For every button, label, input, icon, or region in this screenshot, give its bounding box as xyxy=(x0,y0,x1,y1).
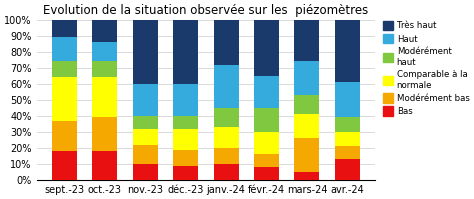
Bar xyxy=(335,159,360,180)
Bar xyxy=(335,20,360,82)
Bar xyxy=(133,116,158,129)
Bar xyxy=(133,20,158,84)
Bar xyxy=(133,164,158,180)
Bar xyxy=(335,146,360,159)
Bar xyxy=(214,164,238,180)
Bar xyxy=(254,167,279,180)
Bar xyxy=(214,148,238,164)
Bar xyxy=(294,95,319,114)
Bar xyxy=(133,145,158,164)
Bar xyxy=(335,117,360,132)
Bar xyxy=(254,132,279,154)
Bar xyxy=(214,127,238,148)
Bar xyxy=(173,20,198,84)
Bar xyxy=(52,20,77,37)
Bar xyxy=(52,37,77,61)
Bar xyxy=(173,84,198,116)
Bar xyxy=(52,151,77,180)
Bar xyxy=(335,132,360,146)
Bar xyxy=(214,108,238,127)
Bar xyxy=(335,82,360,117)
Bar xyxy=(254,20,279,76)
Bar xyxy=(92,20,118,42)
Bar xyxy=(92,77,118,117)
Bar xyxy=(92,151,118,180)
Bar xyxy=(294,172,319,180)
Bar xyxy=(92,61,118,77)
Bar xyxy=(52,121,77,151)
Legend: Très haut, Haut, Modérément
haut, Comparable à la
normale, Modérément bas, Bas: Très haut, Haut, Modérément haut, Compar… xyxy=(383,21,470,116)
Title: Evolution de la situation observée sur les  piézomètres: Evolution de la situation observée sur l… xyxy=(43,4,368,17)
Bar xyxy=(294,61,319,95)
Bar xyxy=(294,114,319,138)
Bar xyxy=(294,138,319,172)
Bar xyxy=(254,154,279,167)
Bar xyxy=(173,149,198,166)
Bar xyxy=(52,61,77,77)
Bar xyxy=(133,84,158,116)
Bar xyxy=(214,65,238,108)
Bar xyxy=(173,129,198,149)
Bar xyxy=(52,77,77,121)
Bar xyxy=(294,20,319,61)
Bar xyxy=(173,166,198,180)
Bar xyxy=(92,117,118,151)
Bar xyxy=(214,20,238,65)
Bar xyxy=(92,42,118,61)
Bar xyxy=(254,76,279,108)
Bar xyxy=(133,129,158,145)
Bar xyxy=(254,108,279,132)
Bar xyxy=(173,116,198,129)
